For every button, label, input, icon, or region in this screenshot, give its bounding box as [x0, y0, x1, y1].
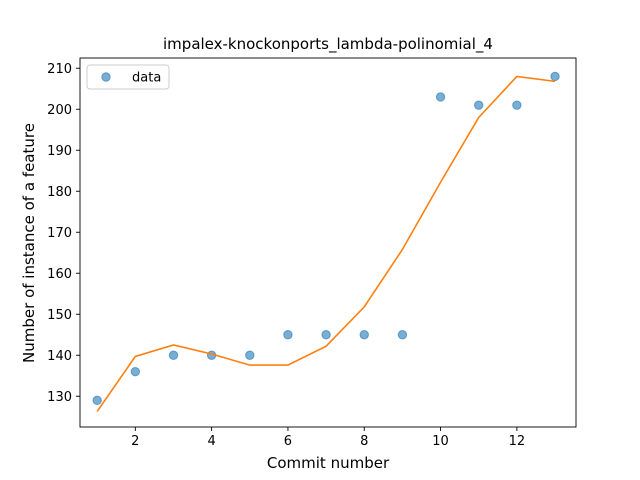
fit-line [96, 75, 556, 412]
data-point [550, 71, 560, 82]
y-tick-label: 130 [47, 390, 72, 405]
x-tick-label: 4 [207, 434, 215, 449]
data-point [512, 100, 522, 110]
y-tick-label: 170 [47, 226, 72, 241]
data-point [321, 330, 331, 340]
x-tick-label: 12 [509, 434, 526, 449]
chart-title: impalex-knockonports_lambda-polinomial_4 [163, 35, 493, 54]
y-tick-label: 160 [47, 267, 72, 282]
x-tick-label: 2 [131, 434, 139, 449]
data-point [168, 350, 179, 360]
legend-label: data [132, 71, 161, 86]
y-axis-label: Number of instance of a feature [20, 123, 38, 363]
y-tick-label: 210 [47, 62, 72, 77]
data-point [397, 330, 408, 340]
data-point [435, 92, 446, 102]
x-axis-label: Commit number [267, 454, 390, 472]
y-tick-label: 140 [47, 349, 72, 364]
x-tick-label: 8 [360, 434, 368, 449]
data-point [92, 395, 102, 406]
data-point [283, 330, 293, 340]
y-tick-label: 200 [47, 103, 72, 118]
y-tick-label: 180 [47, 185, 72, 200]
x-tick-label: 6 [284, 434, 292, 449]
data-point [245, 350, 255, 360]
x-tick-label: 10 [432, 434, 449, 449]
plot-area: 2 4 6 8 10 12 130 140 150 160 170 180 190 200 210 data [47, 57, 577, 449]
legend-box [86, 64, 170, 90]
data-point [474, 100, 484, 110]
y-tick-label: 150 [47, 308, 72, 323]
data-point [130, 366, 141, 377]
y-tick-label: 190 [47, 144, 72, 159]
legend-marker [101, 72, 111, 82]
data-point [359, 330, 369, 340]
plot-frame [79, 57, 577, 428]
